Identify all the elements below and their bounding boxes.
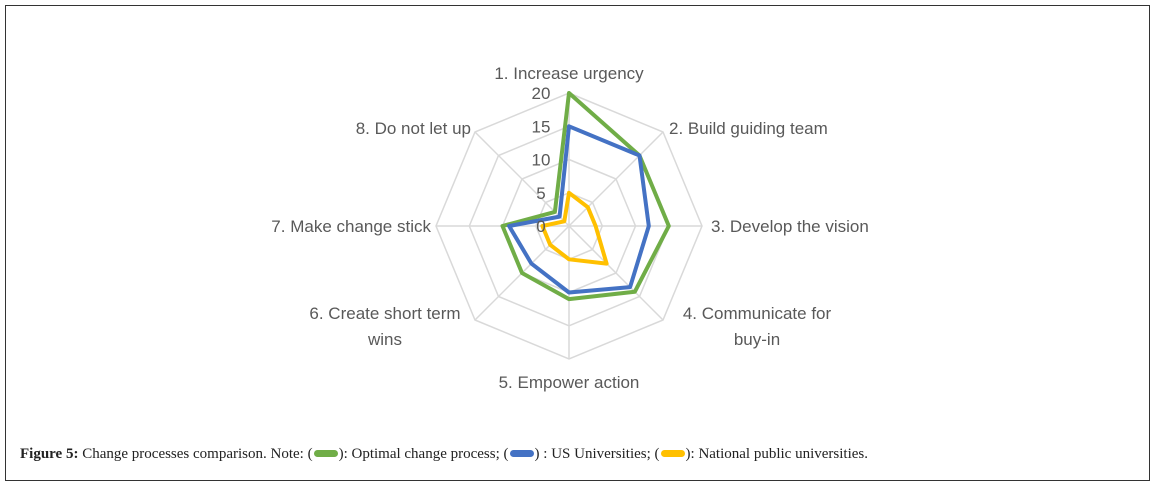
caption-item-optimal: ): Optimal change process; (	[338, 446, 509, 462]
tick-label-10: 10	[532, 151, 551, 170]
axis-label-do-not-let-up: 8. Do not let up	[356, 119, 471, 138]
axis-label-empower-action: 5. Empower action	[499, 373, 640, 392]
grid-spoke	[568, 225, 664, 321]
tick-label-0: 0	[536, 217, 545, 236]
legend-swatch-optimal	[313, 450, 338, 458]
caption-item-national: ): National public universities.	[685, 446, 868, 462]
radar-ticks: 0 5 10 15 20	[532, 84, 551, 236]
caption-item-us: ) : US Universities; (	[534, 446, 660, 462]
caption-intro: Change processes comparison. Note: (	[82, 446, 313, 462]
axis-label-increase-urgency: 1. Increase urgency	[494, 64, 644, 83]
legend-swatch-national	[660, 450, 685, 458]
radar-series	[500, 91, 671, 302]
tick-label-20: 20	[532, 84, 551, 103]
axis-label-create-short-term-wins: 6. Create short term wins	[309, 304, 460, 349]
grid-spoke	[568, 131, 664, 227]
tick-label-5: 5	[536, 184, 545, 203]
axis-label-communicate-for-buy-in: 4. Communicate for buy-in	[683, 304, 832, 349]
axis-label-build-guiding-team: 2. Build guiding team	[669, 119, 828, 138]
radar-chart: 0 5 10 15 20 1. Increase urgency 2. Build gui…	[271, 64, 869, 392]
axis-label-develop-the-vision: 3. Develop the vision	[711, 217, 869, 236]
legend-swatch-us	[509, 450, 534, 458]
figure-caption: Figure 5: Change processes comparison. N…	[20, 446, 868, 463]
caption-label: Figure 5:	[20, 446, 79, 462]
radar-axis-labels: 1. Increase urgency 2. Build guiding team…	[271, 64, 869, 392]
tick-label-15: 15	[532, 117, 551, 136]
figure-frame: 0 5 10 15 20 1. Increase urgency 2. Build gui…	[5, 5, 1150, 481]
axis-label-make-change-stick: 7. Make change stick	[271, 217, 431, 236]
